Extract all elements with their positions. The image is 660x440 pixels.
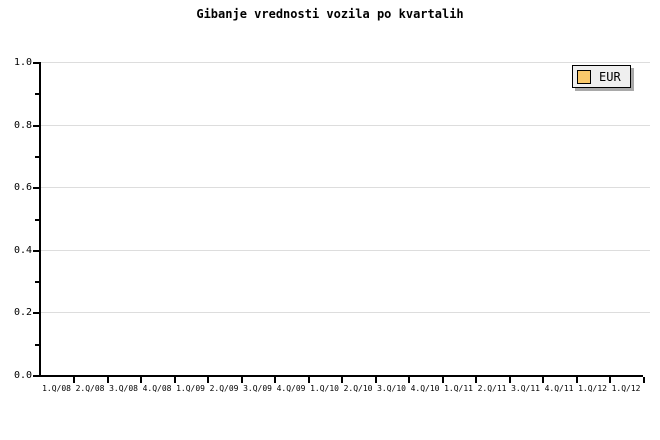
x-tick: [508, 377, 511, 383]
x-tick: [106, 377, 109, 383]
x-tick: [140, 377, 143, 383]
y-tick: [33, 124, 39, 127]
y-minor-tick: [35, 93, 39, 96]
x-tick-label: 3.Q/08: [109, 384, 138, 393]
x-tick: [441, 377, 444, 383]
y-minor-tick: [35, 155, 39, 158]
y-gridline: [40, 62, 650, 63]
x-tick-label: 4.Q/11: [544, 384, 574, 393]
y-tick-label: 1.0: [13, 57, 32, 68]
x-tick: [274, 377, 277, 383]
x-tick-label: 3.Q/09: [243, 384, 272, 393]
x-tick: [542, 377, 545, 383]
x-tick-label: 1.Q/09: [176, 384, 205, 393]
y-minor-tick: [35, 281, 39, 284]
y-gridline: [40, 249, 650, 251]
x-tick-label: 4.Q/09: [276, 384, 306, 393]
x-tick-label: 2.Q/09: [209, 384, 239, 393]
x-tick-label: 1.Q/11: [444, 384, 473, 393]
x-tick: [173, 377, 176, 383]
y-tick-label: 0.4: [13, 244, 32, 256]
y-tick-label: 0.0: [13, 370, 32, 381]
y-tick: [33, 312, 39, 315]
y-tick: [33, 375, 39, 377]
x-tick: [575, 377, 578, 383]
x-tick: [475, 377, 478, 383]
x-tick-label: 2.Q/08: [75, 384, 105, 393]
y-axis-line: [39, 62, 41, 377]
chart-title: Gibanje vrednosti vozila po kvartalih: [196, 7, 464, 21]
x-tick: [240, 377, 243, 383]
x-tick-label: 4.Q/08: [142, 384, 172, 393]
y-minor-tick: [35, 343, 39, 346]
y-minor-tick: [35, 218, 39, 221]
x-tick-label: 3.Q/10: [377, 384, 406, 393]
x-tick: [374, 377, 377, 383]
x-tick-label: 2.Q/11: [477, 384, 507, 393]
x-tick: [408, 377, 411, 383]
x-tick-label: 3.Q/11: [511, 384, 540, 393]
x-tick-label: 1.Q/10: [310, 384, 339, 393]
y-tick-label: 0.8: [13, 119, 32, 131]
legend-swatch-eur: [577, 69, 591, 84]
y-tick: [33, 187, 39, 190]
x-tick: [207, 377, 210, 383]
y-gridline: [40, 312, 650, 314]
x-tick-label: 2.Q/10: [343, 384, 373, 393]
x-tick: [341, 377, 344, 383]
y-gridline: [40, 187, 650, 189]
x-tick-label: 4.Q/10: [410, 384, 440, 393]
y-tick-label: 0.2: [13, 307, 32, 319]
y-tick: [33, 249, 39, 252]
x-tick: [642, 377, 645, 383]
y-tick: [33, 62, 39, 64]
x-axis-line: [39, 375, 643, 377]
y-tick-label: 0.6: [13, 182, 32, 194]
x-tick: [307, 377, 310, 383]
x-tick-label: 1.Q/08: [42, 384, 71, 393]
legend-label-eur: EUR: [599, 69, 621, 84]
x-tick: [609, 377, 612, 383]
x-tick-label: 1.Q/12: [578, 384, 607, 393]
y-gridline: [40, 124, 650, 126]
x-tick-label: 1.Q/12: [611, 384, 641, 393]
legend-box: EUR: [572, 65, 631, 88]
x-tick: [73, 377, 76, 383]
